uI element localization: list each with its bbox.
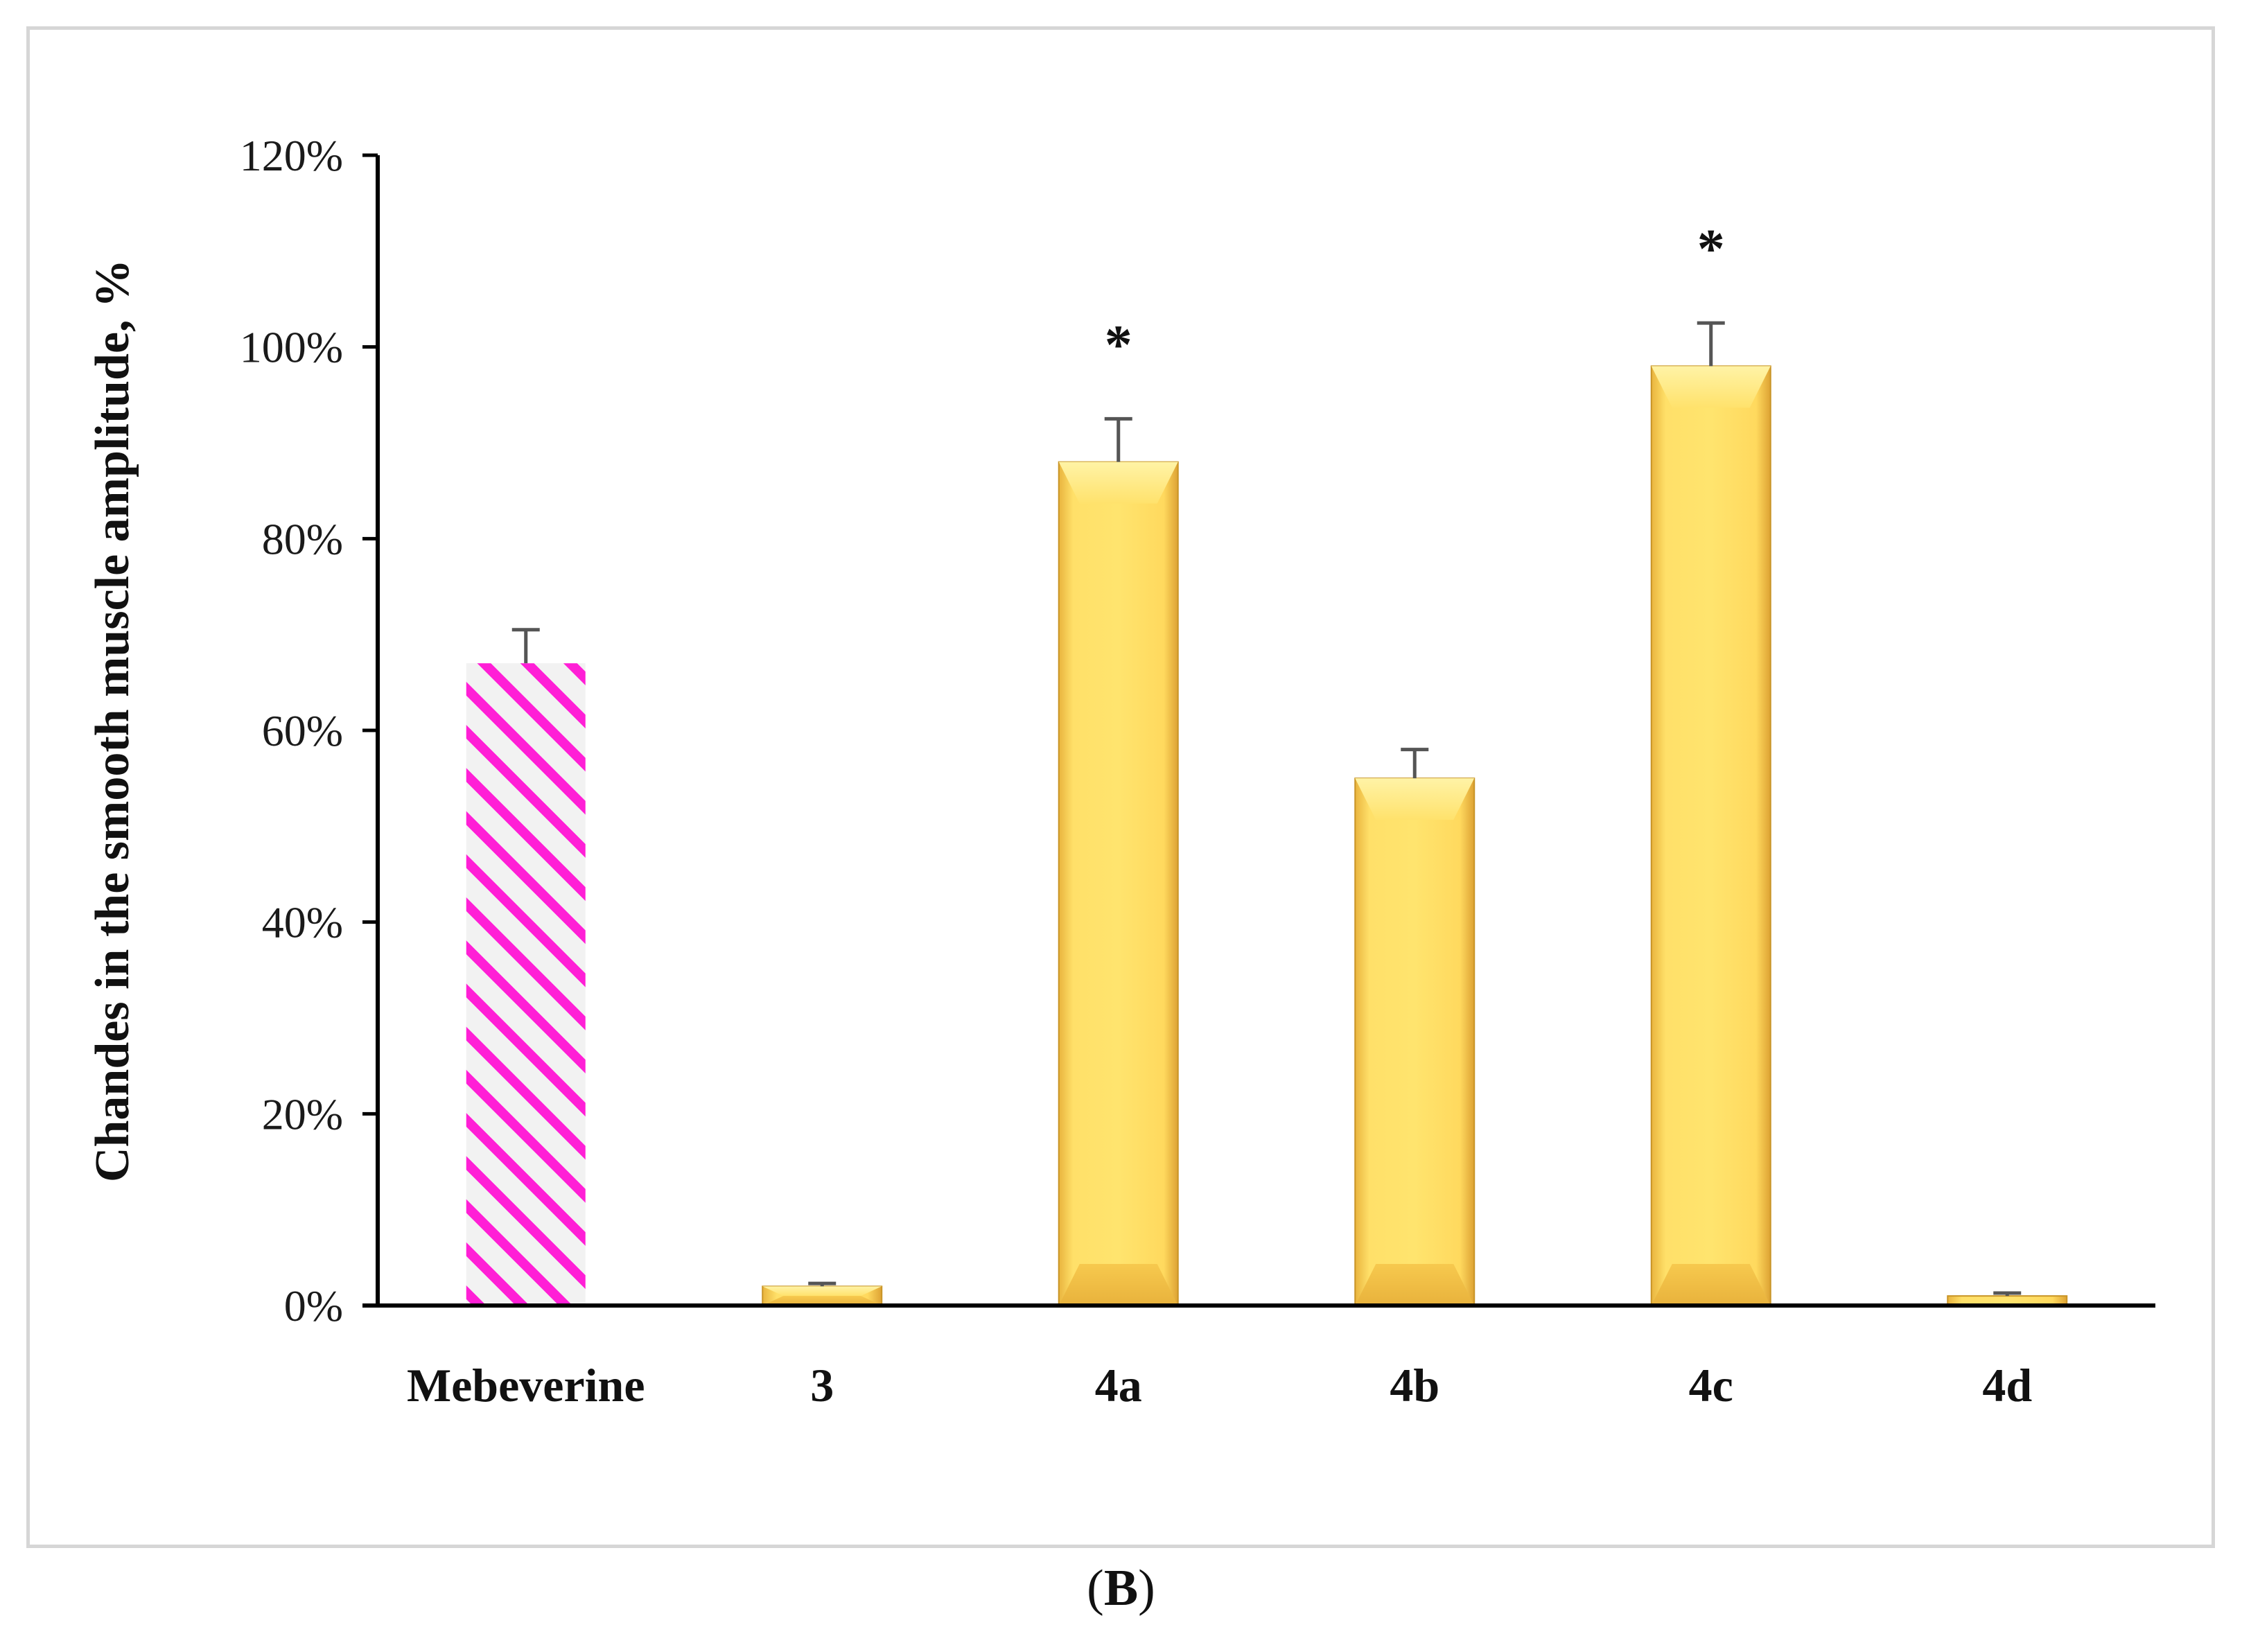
panel-label: (B)	[1087, 1560, 1155, 1617]
bar-bottom-bevel	[1355, 1264, 1475, 1306]
x-category-label: 4a	[1095, 1359, 1142, 1412]
bar-top-bevel	[762, 1286, 882, 1297]
bar-fill	[466, 663, 586, 1306]
bar-fill	[1058, 461, 1179, 1307]
bar-top-bevel	[1058, 462, 1178, 504]
bar-fill	[1354, 777, 1475, 1306]
error-bars	[511, 321, 2022, 1297]
y-tick-label: 100%	[240, 323, 343, 372]
bar-4b	[1354, 777, 1475, 1306]
x-category-label: 3	[810, 1359, 834, 1412]
y-tick-label: 80%	[262, 514, 343, 563]
x-category-label: 4d	[1982, 1359, 2032, 1412]
significance-asterisk: *	[1105, 315, 1132, 376]
bar-fill	[1650, 365, 1771, 1306]
x-category-label: 4b	[1390, 1359, 1439, 1412]
bar-Mebeverine	[466, 663, 586, 1306]
significance-markers: **	[1105, 219, 1725, 376]
y-tick-label: 20%	[262, 1089, 343, 1139]
bar-top-bevel	[1651, 366, 1771, 408]
y-axis-title: Chandes in the smooth muscle amplitude, …	[86, 259, 139, 1182]
y-axis-ticks: 0% 20% 40% 60% 80% 100% 120%	[240, 131, 378, 1330]
x-category-label: 4c	[1689, 1359, 1733, 1412]
bar-top-bevel	[1355, 778, 1475, 820]
x-category-label: Mebeverine	[407, 1359, 645, 1412]
bar-3	[762, 1285, 883, 1307]
panel-letter: B	[1103, 1560, 1139, 1617]
y-tick-label: 120%	[240, 131, 343, 180]
bar-bottom-bevel	[1058, 1264, 1178, 1306]
bar-4a	[1058, 461, 1179, 1307]
y-tick-label: 60%	[262, 706, 343, 755]
axes	[362, 155, 2155, 1308]
bar-bottom-bevel	[762, 1296, 882, 1306]
bars	[466, 365, 2068, 1307]
x-axis-labels: Mebeverine 3 4a 4b 4c 4d	[407, 1359, 2032, 1412]
y-tick-label: 0%	[284, 1281, 343, 1330]
y-tick-label: 40%	[262, 898, 343, 947]
bar-4c	[1650, 365, 1771, 1306]
bar-bottom-bevel	[1651, 1264, 1771, 1306]
significance-asterisk: *	[1697, 219, 1725, 280]
